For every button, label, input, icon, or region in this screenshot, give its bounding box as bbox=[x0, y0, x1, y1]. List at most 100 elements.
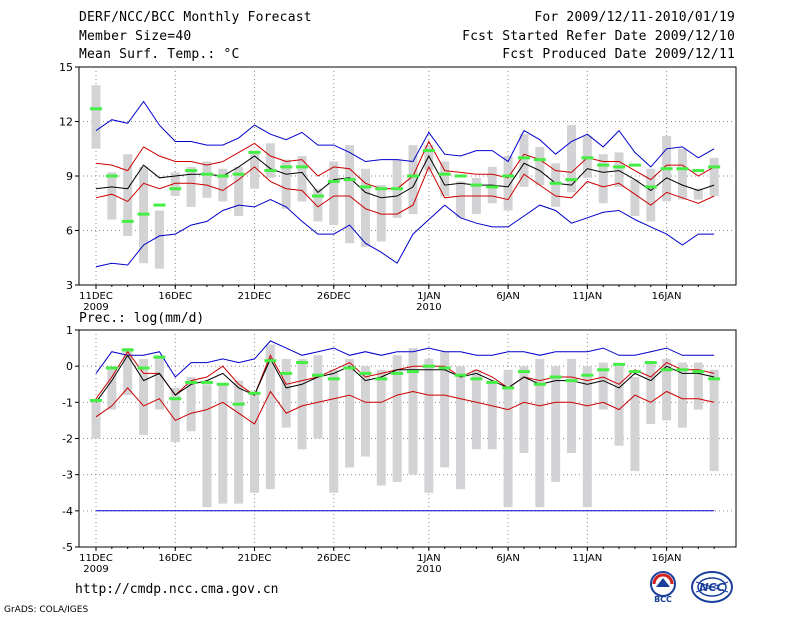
ensemble-box bbox=[281, 159, 291, 209]
ensemble-box bbox=[519, 134, 529, 187]
precip-panel-title: Prec.: log(mm/d) bbox=[79, 311, 205, 326]
median-marker bbox=[486, 185, 499, 189]
series-max-line bbox=[95, 340, 715, 378]
series-lower-spread-line bbox=[95, 387, 715, 425]
ensemble-box bbox=[709, 369, 719, 472]
ensemble-box bbox=[392, 355, 402, 482]
median-marker bbox=[454, 174, 467, 178]
ensemble-box bbox=[345, 145, 355, 244]
median-marker bbox=[517, 370, 530, 374]
median-marker bbox=[565, 379, 578, 383]
median-marker bbox=[105, 174, 118, 178]
precip-chart: -5 -4 -3 -2 -1 0 1 11DEC 16DEC 21DEC 26DEC 1JAN 6JAN… bbox=[62, 324, 737, 575]
ensemble-box bbox=[376, 369, 386, 486]
ensemble-box bbox=[582, 366, 592, 508]
median-marker bbox=[581, 373, 594, 377]
ensemble-box bbox=[519, 366, 529, 453]
median-marker bbox=[486, 380, 499, 384]
median-marker bbox=[248, 391, 261, 395]
ensemble-box bbox=[535, 358, 545, 508]
median-marker bbox=[121, 219, 134, 223]
ensemble-box bbox=[503, 156, 513, 211]
median-marker bbox=[517, 156, 530, 160]
y-tick-label: 3 bbox=[66, 279, 73, 292]
forecast-produced-date: Fcst Produced Date 2009/12/11 bbox=[502, 47, 735, 62]
series-max-line bbox=[95, 199, 715, 268]
footer-url[interactable]: http://cmdp.ncc.cma.gov.cn bbox=[75, 582, 279, 597]
ensemble-box bbox=[662, 358, 672, 421]
ensemble-box bbox=[630, 377, 640, 472]
x-tick-label: 21DEC bbox=[238, 291, 272, 302]
median-marker bbox=[137, 212, 150, 216]
ensemble-box bbox=[440, 351, 450, 468]
median-marker bbox=[628, 370, 641, 374]
ensemble-box bbox=[170, 387, 180, 443]
ensemble-box bbox=[503, 369, 513, 508]
median-marker bbox=[90, 399, 102, 403]
ensemble-box bbox=[250, 391, 259, 493]
temperature-chart: 3 6 9 12 15 11DEC 16DEC 21DEC 26DEC 1JAN 6JAN 11JAN… bbox=[59, 61, 737, 313]
median-marker bbox=[216, 382, 229, 386]
ensemble-box bbox=[313, 188, 323, 222]
median-marker bbox=[502, 174, 515, 178]
bcc-logo-text: BCC bbox=[654, 595, 672, 604]
median-marker bbox=[121, 348, 134, 352]
x-tick-label: 16JAN bbox=[652, 291, 682, 302]
ensemble-box bbox=[471, 369, 481, 450]
ensemble-box bbox=[535, 146, 545, 186]
median-marker bbox=[597, 163, 610, 167]
ensemble-box bbox=[567, 125, 576, 193]
median-marker bbox=[644, 185, 657, 189]
ensemble-box bbox=[598, 154, 608, 204]
y-tick-label: -1 bbox=[62, 396, 73, 409]
ncc-logo: NCC bbox=[690, 570, 734, 604]
x-tick-label: 16DEC bbox=[158, 553, 192, 564]
median-marker bbox=[311, 373, 324, 377]
y-tick-label: 0 bbox=[66, 360, 73, 373]
series-upper-spread-line bbox=[95, 140, 715, 190]
median-marker bbox=[692, 370, 705, 374]
ncc-logo-text: NCC bbox=[699, 581, 724, 594]
median-marker bbox=[438, 172, 451, 176]
x-tick-label: 26DEC bbox=[317, 553, 351, 564]
ensemble-box bbox=[551, 366, 561, 482]
ensemble-box bbox=[693, 188, 703, 200]
ensemble-box bbox=[139, 358, 149, 435]
y-tick-label: -3 bbox=[62, 469, 73, 482]
median-marker bbox=[676, 368, 689, 372]
ensemble-box bbox=[345, 358, 355, 468]
median-marker bbox=[549, 375, 562, 379]
ensemble-box bbox=[202, 161, 212, 198]
member-size: Member Size=40 bbox=[79, 29, 192, 44]
median-marker bbox=[296, 361, 309, 365]
ensemble-box bbox=[677, 362, 687, 428]
ensemble-box bbox=[186, 377, 196, 432]
median-marker bbox=[391, 371, 404, 375]
series-mean-line bbox=[95, 354, 715, 403]
median-marker bbox=[692, 169, 705, 173]
forecast-period: For 2009/12/11-2010/01/19 bbox=[534, 10, 735, 25]
x-tick-label: 11DEC bbox=[79, 291, 113, 302]
x-tick-label: 11JAN bbox=[572, 291, 602, 302]
median-marker bbox=[169, 187, 182, 191]
ensemble-box bbox=[360, 366, 370, 457]
x-tick-label: 21DEC bbox=[238, 553, 272, 564]
series-min-line bbox=[95, 100, 715, 168]
median-marker bbox=[533, 382, 546, 386]
median-marker bbox=[153, 355, 166, 359]
ensemble-box bbox=[408, 348, 418, 475]
median-marker bbox=[438, 366, 451, 370]
median-marker bbox=[343, 178, 356, 182]
median-marker bbox=[644, 361, 657, 365]
bcc-logo: BCC bbox=[643, 570, 683, 604]
median-marker bbox=[470, 183, 483, 187]
y-tick-label: 1 bbox=[66, 324, 73, 337]
y-tick-label: -5 bbox=[62, 541, 73, 554]
median-marker bbox=[533, 158, 546, 162]
median-marker bbox=[296, 165, 309, 169]
median-marker bbox=[454, 373, 467, 377]
x-tick-label: 1JAN bbox=[417, 553, 440, 564]
ensemble-box bbox=[487, 380, 497, 450]
median-marker bbox=[200, 172, 213, 176]
